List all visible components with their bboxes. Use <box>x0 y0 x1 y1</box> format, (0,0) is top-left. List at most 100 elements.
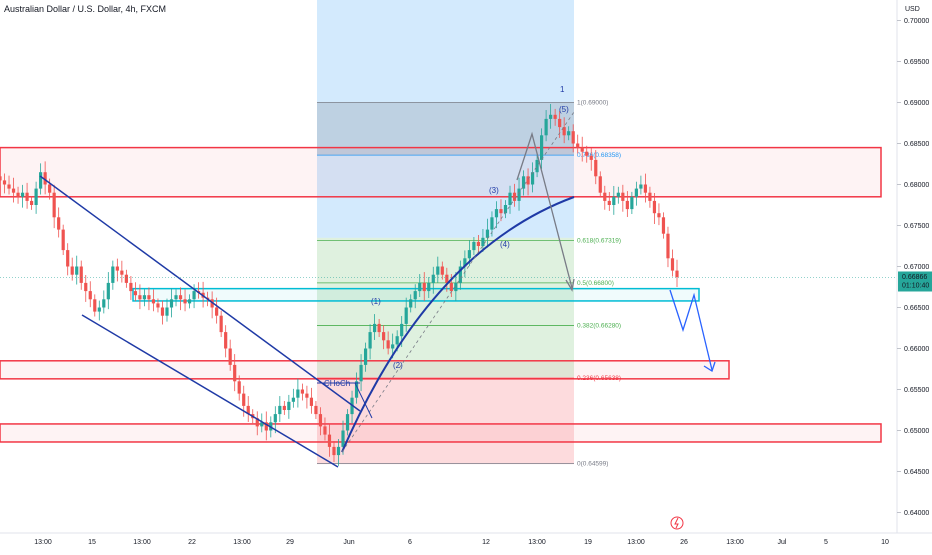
candle-body <box>84 282 88 292</box>
price-tick-label: 0.67500 <box>904 223 929 230</box>
time-tick-label: Jul <box>778 539 787 546</box>
candle-body <box>540 135 544 160</box>
candle-body <box>359 364 363 382</box>
price-tick-label: 0.64000 <box>904 510 929 517</box>
wave-label-1-sub: (1) <box>371 297 381 306</box>
time-tick-label: 26 <box>680 539 688 546</box>
candle-body <box>490 217 494 230</box>
candle-body <box>25 192 29 201</box>
time-tick-label: 5 <box>824 539 828 546</box>
chart-title: Australian Dollar / U.S. Dollar, 4h, FXC… <box>4 4 167 14</box>
candle-body <box>246 405 250 415</box>
candle-body <box>133 291 137 296</box>
candle-body <box>422 282 426 292</box>
candle-body <box>499 209 503 214</box>
price-tick-label: 0.65000 <box>904 428 929 435</box>
candle-body <box>52 192 56 218</box>
candle-body <box>34 188 38 205</box>
candle-body <box>169 299 174 308</box>
candle-body <box>151 299 156 304</box>
candle-body <box>377 323 381 333</box>
currency-label: USD <box>905 6 920 13</box>
candle-body <box>648 192 652 201</box>
channel-upper-line[interactable] <box>39 175 361 412</box>
candle-body <box>603 192 607 201</box>
candle-body <box>224 332 228 349</box>
time-tick-label: 15 <box>88 539 96 546</box>
candle-body <box>472 241 476 251</box>
candle-body <box>210 299 214 308</box>
candle-body <box>57 217 61 230</box>
candle-body <box>530 172 535 185</box>
projection-blue[interactable] <box>669 289 713 371</box>
projection-gray[interactable] <box>516 131 573 289</box>
candle-body <box>521 176 526 189</box>
candle-body <box>445 274 449 283</box>
candle-body <box>427 282 431 292</box>
channel-lower-line[interactable] <box>81 314 339 468</box>
background-layer <box>317 0 574 465</box>
candle-body <box>526 176 530 185</box>
candle-body <box>120 270 124 275</box>
fib-label: 0.5(0.66800) <box>577 280 614 287</box>
candle-body <box>174 295 178 300</box>
countdown-value: 01:10:40 <box>902 282 929 289</box>
candle-body <box>242 393 246 406</box>
support-curve[interactable] <box>341 196 575 453</box>
candle-body <box>296 389 300 398</box>
candle-body <box>585 151 589 156</box>
price-tick-label: 0.64500 <box>904 469 929 476</box>
choch-link <box>354 382 373 419</box>
candle-body <box>418 282 422 292</box>
candle-body <box>467 250 471 259</box>
candle-body <box>115 266 119 271</box>
candle-body <box>661 217 666 234</box>
candle-body <box>309 397 314 406</box>
candle-body <box>323 426 327 435</box>
choch-label: CHoCh <box>324 379 350 388</box>
candle-body <box>273 414 277 423</box>
time-tick-label: 10 <box>881 539 889 546</box>
fib-label: 1(0.69000) <box>577 100 608 107</box>
zones-layer <box>0 146 882 443</box>
candle-body <box>549 114 553 119</box>
candle-body <box>517 188 521 201</box>
fib-label: 0.786(0.68358) <box>577 152 621 159</box>
candle-body <box>97 307 101 312</box>
price-tick-label: 0.66000 <box>904 346 929 353</box>
candle-body <box>657 213 661 218</box>
candle-body <box>29 200 34 205</box>
candle-body <box>625 200 629 210</box>
price-tick-label: 0.69500 <box>904 59 929 66</box>
candle-body <box>634 188 638 197</box>
candle-body <box>616 192 620 197</box>
candle-body <box>147 295 151 300</box>
price-tick-label: 0.67000 <box>904 264 929 271</box>
wave-label-4: (4) <box>500 240 510 249</box>
candle-body <box>16 192 20 197</box>
candle-body <box>88 291 92 300</box>
candle-body <box>336 446 341 456</box>
candle-body <box>178 295 183 300</box>
lightning-icon[interactable] <box>670 516 684 530</box>
candle-body <box>111 266 115 283</box>
candle-body <box>183 299 187 304</box>
candle-body <box>102 299 106 308</box>
candle-body <box>431 274 435 283</box>
candle-body <box>124 274 128 283</box>
wave-label-1: 1 <box>560 85 565 94</box>
candle-body <box>576 143 580 148</box>
candle-body <box>607 200 611 205</box>
candle-body <box>48 184 52 193</box>
candle-body <box>20 192 25 197</box>
price-tick-label: 0.66500 <box>904 305 929 312</box>
candle-body <box>639 184 643 189</box>
price-tick-label: 0.68500 <box>904 141 929 148</box>
candle-body <box>160 307 165 316</box>
candle-body <box>675 270 679 278</box>
candle-body <box>233 364 237 382</box>
candle-body <box>670 258 675 271</box>
